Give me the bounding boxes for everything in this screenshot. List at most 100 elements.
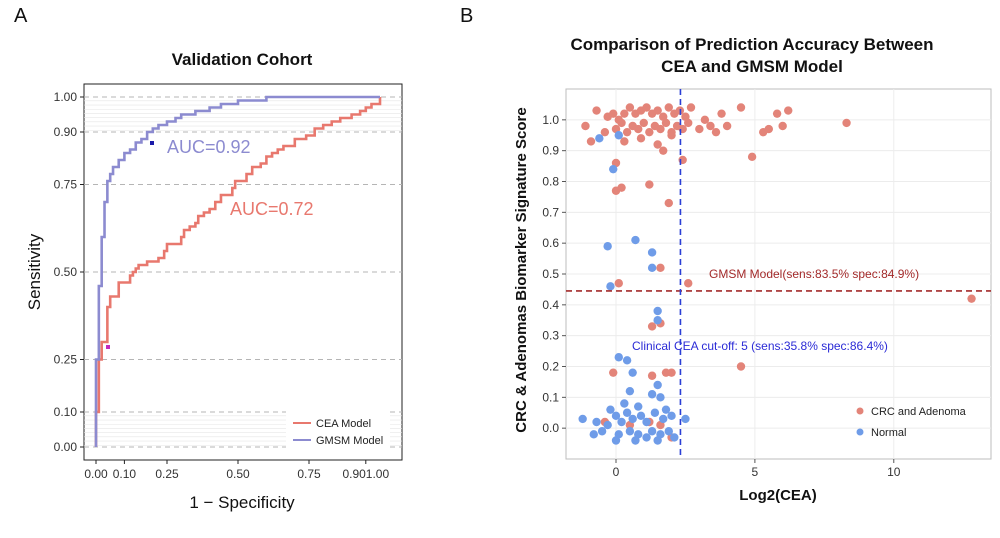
- cea-cutoff-marker: [106, 345, 110, 349]
- auc-label-gmsm: AUC=0.92: [167, 137, 251, 157]
- auc-label-cea: AUC=0.72: [230, 199, 314, 219]
- normal-point: [636, 411, 646, 421]
- chart-b-title-line-1: Comparison of Prediction Accuracy Betwee…: [570, 35, 933, 54]
- y-tick-label-a: 0.75: [54, 178, 78, 192]
- crc-adenoma-point: [620, 137, 629, 146]
- normal-point: [631, 436, 640, 445]
- crc-adenoma-point: [614, 279, 623, 288]
- normal-point: [589, 430, 598, 439]
- crc-adenoma-point: [656, 124, 665, 134]
- crc-adenoma-point: [706, 121, 715, 131]
- normal-point: [653, 306, 662, 316]
- normal-point: [628, 414, 637, 424]
- normal-point: [664, 427, 673, 436]
- normal-point: [614, 353, 623, 362]
- normal-point: [622, 356, 632, 365]
- normal-point: [667, 411, 676, 421]
- panel-a: A Validation Cohort 0.00 0.10 0.25 0.50 0.75…: [14, 5, 403, 512]
- x-tick-label-a: 0.10: [113, 467, 137, 481]
- crc-adenoma-point: [772, 109, 782, 118]
- normal-point: [609, 164, 618, 174]
- normal-point: [628, 368, 637, 377]
- normal-point: [634, 402, 643, 411]
- normal-point: [650, 408, 660, 417]
- normal-point: [653, 316, 662, 325]
- panel-a-letter: A: [14, 5, 28, 27]
- normal-point: [661, 405, 671, 414]
- crc-adenoma-point: [778, 121, 787, 131]
- crc-adenoma-point: [600, 127, 610, 137]
- crc-adenoma-point: [784, 106, 793, 115]
- crc-adenoma-point: [586, 137, 596, 146]
- crc-adenoma-point: [625, 103, 635, 112]
- normal-point: [606, 405, 615, 414]
- crc-adenoma-point: [711, 127, 721, 137]
- cea-roc-curve: [94, 97, 382, 447]
- crc-adenoma-point: [622, 127, 632, 137]
- y-tick-label-b: 0.6: [542, 236, 559, 250]
- crc-adenoma-point: [647, 371, 657, 380]
- y-tick-label-b: 0.4: [542, 298, 559, 312]
- normal-point: [606, 282, 615, 291]
- chart-a-title: Validation Cohort: [172, 50, 313, 69]
- y-tick-label-b: 1.0: [542, 113, 559, 127]
- legend-b-normal-swatch: [856, 428, 864, 436]
- crc-adenoma-point: [639, 118, 648, 128]
- crc-adenoma-point: [617, 118, 626, 128]
- normal-point: [614, 131, 623, 140]
- crc-adenoma-point: [736, 362, 746, 371]
- cea-cutoff-label: Clinical CEA cut-off: 5 (sens:35.8% spec…: [632, 339, 888, 353]
- crc-adenoma-point: [656, 263, 665, 273]
- crc-adenoma-point: [736, 103, 746, 112]
- normal-point: [578, 414, 587, 424]
- crc-adenoma-point: [581, 121, 590, 131]
- chart-b-x-label: Log2(CEA): [739, 487, 817, 504]
- gmsm-cutoff-marker: [150, 141, 154, 145]
- normal-point: [653, 380, 662, 390]
- chart-b-grid: [566, 89, 991, 459]
- crc-adenoma-point: [684, 279, 693, 288]
- normal-point: [625, 427, 635, 436]
- crc-adenoma-point: [747, 152, 757, 162]
- normal-point: [642, 433, 651, 442]
- legend-b-crc-label: CRC and Adenoma: [871, 406, 967, 418]
- y-tick-label-a: 0.50: [54, 265, 78, 279]
- normal-point: [617, 417, 626, 427]
- chart-a-x-label: 1 − Specificity: [189, 493, 295, 512]
- normal-point: [620, 399, 629, 408]
- crc-adenoma-point: [642, 103, 651, 112]
- normal-point: [647, 248, 657, 257]
- crc-adenoma-point: [647, 322, 657, 331]
- normal-point: [625, 386, 635, 396]
- y-tick-label-a: 0.90: [54, 125, 78, 139]
- crc-adenoma-point: [842, 118, 851, 128]
- y-tick-label-a: 1.00: [54, 90, 78, 104]
- y-tick-label-b: 0.1: [542, 390, 559, 404]
- chart-b-x-ticks: 0 5 10: [613, 459, 901, 479]
- crc-adenoma-point: [695, 124, 704, 134]
- y-tick-label-b: 0.8: [542, 175, 559, 189]
- normal-point: [647, 263, 657, 273]
- normal-point: [595, 134, 604, 143]
- normal-point: [681, 414, 690, 424]
- crc-adenoma-point: [611, 186, 621, 195]
- x-tick-label-a: 0.25: [155, 467, 179, 481]
- legend-a-cea-label: CEA Model: [316, 418, 371, 430]
- normal-point: [603, 420, 612, 430]
- crc-adenoma-point: [717, 109, 726, 118]
- crc-adenoma-point: [967, 294, 976, 303]
- normal-point: [603, 242, 612, 251]
- y-tick-label-a: 0.00: [54, 440, 78, 454]
- crc-adenoma-point: [661, 118, 671, 128]
- crc-adenoma-point: [722, 121, 732, 131]
- x-tick-label-a: 0.901.00: [342, 467, 389, 481]
- y-tick-label-a: 0.10: [54, 405, 78, 419]
- y-tick-label-b: 0.5: [542, 267, 559, 281]
- crc-adenoma-point: [620, 109, 629, 118]
- y-tick-label-a: 0.25: [54, 353, 78, 367]
- normal-point: [647, 427, 657, 436]
- crc-adenoma-point: [609, 109, 618, 118]
- x-tick-label-b: 5: [752, 465, 759, 479]
- normal-point: [611, 411, 621, 421]
